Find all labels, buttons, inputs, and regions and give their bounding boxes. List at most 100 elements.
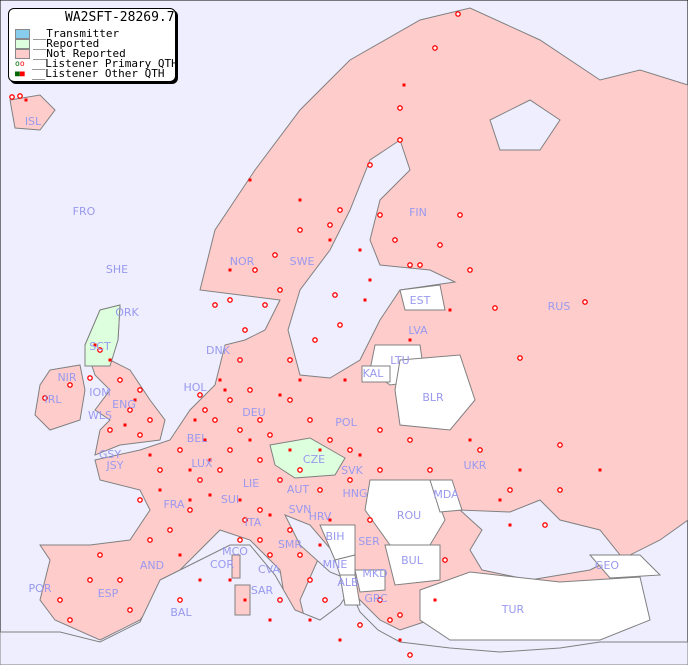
listener-primary-marker [137, 497, 143, 503]
country-label-fin: FIN [409, 206, 427, 219]
listener-primary-marker [407, 437, 413, 443]
country-label-ita: ITA [245, 516, 262, 529]
listener-primary-marker [147, 417, 153, 423]
listener-other-marker [318, 448, 322, 452]
reported-swatch [15, 39, 30, 49]
listener-primary-marker [242, 327, 248, 333]
listener-primary-marker [542, 522, 548, 528]
legend-primary: oo __Listener Primary QTH [15, 58, 178, 69]
listener-primary-marker [67, 617, 73, 623]
listener-primary-marker [277, 287, 283, 293]
country-label-ork: ORK [115, 306, 139, 319]
country-label-cva: CVA [258, 563, 281, 576]
country-label-mne: MNE [323, 558, 348, 571]
country-label-ltu: LTU [390, 354, 409, 367]
country-label-deu: DEU [242, 406, 265, 419]
white-sea [489, 99, 561, 151]
listener-primary-marker [347, 477, 353, 483]
listener-primary-marker [127, 607, 133, 613]
listener-primary-marker [157, 467, 163, 473]
listener-primary-marker [57, 597, 63, 603]
listener-primary-marker [42, 395, 48, 401]
listener-primary-marker [312, 337, 318, 343]
listener-primary-marker [392, 237, 398, 243]
listener-other-marker [468, 438, 472, 442]
listener-other-marker [498, 498, 502, 502]
listener-primary-marker [262, 302, 268, 308]
country-moldova [429, 479, 463, 513]
listener-primary-marker [492, 305, 498, 311]
country-belarus [394, 354, 476, 431]
listener-primary-marker [242, 517, 248, 523]
legend-label: __Transmitter [33, 27, 120, 40]
country-label-blr: BLR [422, 391, 444, 404]
listener-other-marker [358, 453, 362, 457]
listener-primary-marker [177, 597, 183, 603]
listener-other-marker [328, 518, 332, 522]
listener-primary-marker [582, 299, 588, 305]
listener-primary-marker [147, 537, 153, 543]
listener-primary-marker [117, 377, 123, 383]
listener-primary-marker [437, 242, 443, 248]
country-label-fro: FRO [73, 205, 96, 218]
country-label-nor: NOR [230, 255, 255, 268]
country-label-pol: POL [335, 416, 357, 429]
listener-other-marker [198, 578, 202, 582]
listener-primary-marker [557, 442, 563, 448]
listener-other-marker [338, 638, 342, 642]
country-label-geo: GEO [595, 559, 619, 572]
listener-other-marker [368, 278, 372, 282]
listener-primary-marker [317, 487, 323, 493]
country-label-ser: SER [358, 535, 380, 548]
country-label-she: SHE [106, 263, 128, 276]
country-label-gsy: GSY [99, 448, 122, 461]
listener-other-marker [178, 553, 182, 557]
listener-primary-marker [297, 227, 303, 233]
listener-primary-marker [397, 105, 403, 111]
listener-other-marker [188, 498, 192, 502]
country-label-mco: MCO [222, 545, 248, 558]
square-marker-icon: ■■ [15, 69, 25, 78]
listener-other-marker [223, 388, 227, 392]
listener-other-marker [123, 423, 127, 427]
listener-primary-marker [197, 477, 203, 483]
listener-other-marker [408, 338, 412, 342]
country-label-mda: MDA [433, 488, 459, 501]
listener-primary-marker [257, 507, 263, 513]
country-label-irl: IRL [44, 393, 62, 406]
listener-primary-marker [237, 357, 243, 363]
listener-primary-marker [427, 467, 433, 473]
listener-other-marker [278, 393, 282, 397]
listener-primary-marker [297, 467, 303, 473]
listener-primary-marker [237, 427, 243, 433]
listener-other-marker [243, 598, 247, 602]
listener-primary-marker [327, 222, 333, 228]
not-reported-swatch [15, 49, 30, 59]
listener-primary-marker [387, 617, 393, 623]
listener-other-marker [228, 268, 232, 272]
listener-primary-marker [367, 517, 373, 523]
listener-primary-marker [432, 45, 438, 51]
country-label-grc: GRC [364, 592, 388, 605]
listener-primary-marker [417, 262, 423, 268]
country-label-jsy: JSY [106, 459, 124, 472]
listener-primary-marker [557, 487, 563, 493]
listener-primary-marker [252, 267, 258, 273]
country-label-hng: HNG [342, 487, 367, 500]
listener-primary-marker [87, 375, 93, 381]
legend-not-reported: __Not Reported [15, 48, 126, 59]
country-label-bal: BAL [170, 606, 192, 619]
listener-primary-marker [397, 137, 403, 143]
listener-primary-marker [407, 652, 413, 658]
country-estonia [399, 284, 446, 311]
listener-primary-marker [237, 537, 243, 543]
country-label-bel: BEL [187, 432, 208, 445]
listener-primary-marker [442, 557, 448, 563]
listener-other-marker [24, 98, 28, 102]
listener-primary-marker [247, 387, 253, 393]
country-label-tur: TUR [501, 603, 525, 616]
listener-other-marker [363, 298, 367, 302]
country-albania [339, 574, 361, 606]
listener-primary-marker [297, 552, 303, 558]
listener-other-marker [188, 468, 192, 472]
